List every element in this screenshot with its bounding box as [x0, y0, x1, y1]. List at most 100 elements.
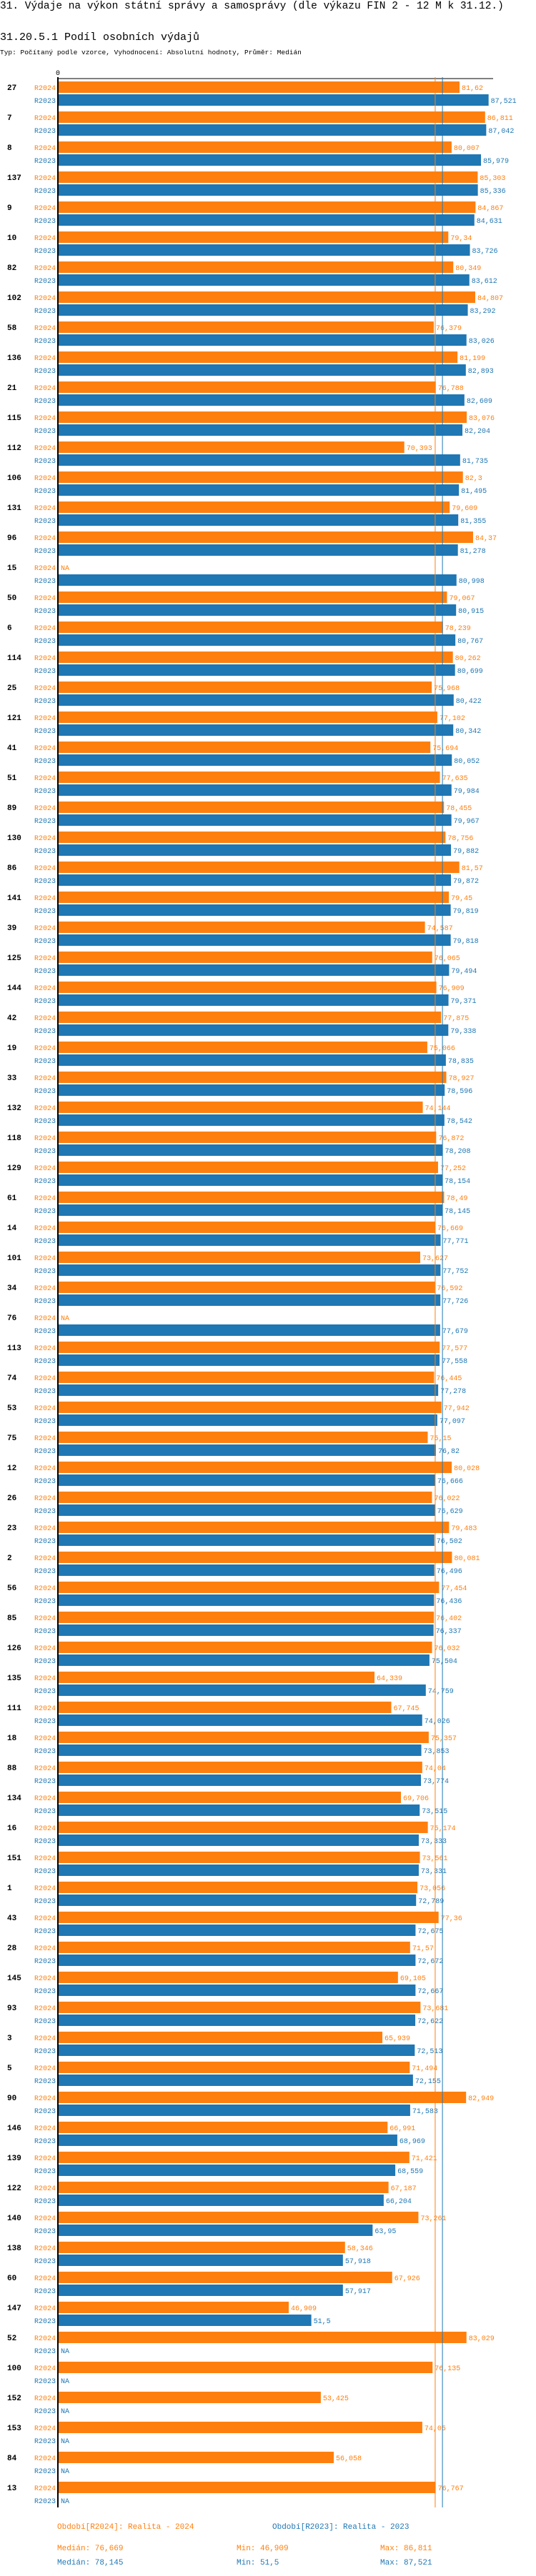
- series-label: R2023: [34, 1178, 56, 1186]
- value-label-bg: [487, 126, 516, 134]
- value-label: 76,032: [435, 1645, 460, 1653]
- value-label-bg: [416, 1926, 445, 1935]
- bar-r2024: [58, 1912, 439, 1923]
- bar-r2024: [58, 2182, 389, 2193]
- bar-r2023: [58, 1894, 417, 1906]
- series-label: R2024: [34, 1945, 56, 1953]
- value-label-bg: [410, 2106, 440, 2115]
- value-label-bg: [417, 1896, 446, 1904]
- bar-r2024: [58, 1132, 437, 1143]
- category-label: 85: [7, 1614, 17, 1623]
- bar-r2024: [58, 1732, 429, 1743]
- value-label-bg: [460, 456, 490, 464]
- value-label: 79,34: [450, 235, 472, 243]
- value-label: 76,379: [436, 325, 462, 333]
- bar-r2024: [58, 1042, 427, 1053]
- value-label: 79,819: [453, 908, 479, 916]
- bar-r2023: [58, 1114, 445, 1126]
- value-label: 83,292: [470, 308, 496, 316]
- value-label: 84,37: [475, 535, 497, 543]
- bar-r2024: [58, 2242, 345, 2253]
- bar-r2024: [58, 201, 476, 213]
- value-label-bg: [443, 1146, 472, 1154]
- bar-r2024: [58, 2152, 410, 2163]
- bar-r2024: [58, 892, 450, 903]
- value-label-bg: [475, 216, 504, 224]
- series-label: R2024: [34, 1195, 56, 1203]
- value-label: 51,5: [314, 2318, 331, 2326]
- bar-r2024: [58, 2212, 419, 2223]
- value-label-bg: [440, 773, 470, 782]
- value-label: 82,3: [465, 475, 482, 483]
- category-label: 21: [7, 384, 17, 393]
- bar-r2023: [58, 1294, 441, 1306]
- na-label: NA: [61, 2378, 69, 2386]
- value-label: 75,15: [430, 1435, 451, 1443]
- value-label-bg: [373, 2226, 402, 2235]
- category-label: 51: [7, 774, 17, 783]
- value-label-bg: [435, 1613, 464, 1622]
- bar-r2024: [58, 591, 447, 603]
- bar-r2023: [58, 1564, 435, 1576]
- bar-r2023: [58, 514, 459, 526]
- category-label: 121: [7, 714, 21, 723]
- value-label: 77,097: [440, 1418, 465, 1426]
- value-label-bg: [454, 263, 483, 271]
- value-label-bg: [345, 2243, 374, 2252]
- value-label-bg: [470, 276, 499, 284]
- series-label: R2024: [34, 2245, 56, 2253]
- value-label: 77,102: [440, 715, 465, 723]
- category-label: 42: [7, 1014, 16, 1023]
- series-label: R2024: [34, 85, 56, 93]
- series-label: R2024: [34, 205, 56, 213]
- bar-r2023: [58, 1924, 416, 1936]
- bar-r2023: [58, 664, 455, 676]
- category-label: 12: [7, 1464, 16, 1473]
- bar-r2023: [58, 424, 463, 436]
- value-label-bg: [482, 156, 511, 164]
- series-label: R2023: [34, 698, 56, 706]
- bar-r2023: [58, 2135, 397, 2146]
- value-label: 77,454: [441, 1585, 467, 1593]
- series-label: R2023: [34, 218, 56, 226]
- series-label: R2024: [34, 2455, 56, 2463]
- bar-r2024: [58, 2392, 321, 2403]
- value-label: 79,818: [453, 938, 479, 946]
- series-label: R2023: [34, 1148, 56, 1156]
- bar-r2024: [58, 1612, 435, 1623]
- value-label: 76,909: [439, 985, 465, 993]
- value-label: 68,969: [399, 2138, 425, 2146]
- bar-r2024: [58, 1522, 450, 1533]
- value-label: 84,867: [477, 205, 503, 213]
- value-label-bg: [454, 726, 483, 734]
- series-label: R2024: [34, 565, 56, 573]
- category-label: 141: [7, 894, 21, 903]
- series-label: R2023: [34, 1898, 56, 1906]
- series-label: R2024: [34, 835, 56, 843]
- value-label: 75,357: [431, 1735, 457, 1743]
- bar-r2023: [58, 1594, 435, 1606]
- bar-r2024: [58, 1462, 452, 1473]
- bar-r2023: [58, 1174, 443, 1186]
- value-label: 78,239: [445, 625, 471, 633]
- value-label: 76,788: [438, 385, 464, 393]
- bar-r2024: [58, 1492, 432, 1503]
- category-label: 153: [7, 2425, 21, 2433]
- series-label: R2024: [34, 1375, 56, 1383]
- bar-r2023: [58, 184, 478, 196]
- bar-r2023: [58, 544, 458, 556]
- value-label: 75,968: [434, 685, 460, 693]
- value-label: 77,252: [440, 1165, 466, 1173]
- category-label: 126: [7, 1644, 21, 1653]
- series-label: R2024: [34, 1675, 56, 1683]
- series-label: R2023: [34, 1598, 56, 1606]
- value-label-bg: [452, 756, 482, 764]
- category-label: 58: [7, 324, 17, 333]
- value-label: 67,187: [391, 2185, 417, 2193]
- series-label: R2024: [34, 1975, 56, 1983]
- category-label: 102: [7, 294, 21, 303]
- series-label: R2023: [34, 1208, 56, 1216]
- value-label-bg: [465, 396, 494, 404]
- category-label: 106: [7, 474, 21, 483]
- value-label-bg: [447, 593, 477, 601]
